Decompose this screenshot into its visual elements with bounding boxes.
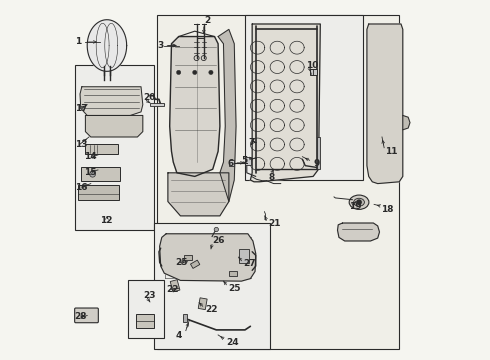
Text: 15: 15 xyxy=(84,168,97,177)
Circle shape xyxy=(176,70,181,75)
Bar xyxy=(191,260,200,269)
Circle shape xyxy=(214,227,219,231)
Text: 7: 7 xyxy=(248,138,255,147)
Text: 14: 14 xyxy=(84,152,97,161)
Bar xyxy=(183,315,187,321)
Text: 22: 22 xyxy=(205,305,218,314)
Bar xyxy=(150,103,164,107)
Text: 4: 4 xyxy=(175,332,181,341)
Polygon shape xyxy=(250,24,320,182)
Bar xyxy=(245,157,251,165)
Bar xyxy=(74,65,153,230)
Bar xyxy=(170,280,180,292)
Bar xyxy=(310,69,318,75)
Text: 27: 27 xyxy=(243,259,256,268)
FancyBboxPatch shape xyxy=(74,308,98,323)
Polygon shape xyxy=(338,223,379,241)
Text: 2: 2 xyxy=(204,16,210,25)
Text: 18: 18 xyxy=(381,205,394,214)
Text: 6: 6 xyxy=(227,159,233,168)
Polygon shape xyxy=(367,24,403,184)
Polygon shape xyxy=(403,116,410,130)
Bar xyxy=(184,255,192,260)
Polygon shape xyxy=(170,37,220,176)
Text: 9: 9 xyxy=(313,159,319,168)
Text: 1: 1 xyxy=(74,37,81,46)
Bar xyxy=(157,15,399,348)
Text: 19: 19 xyxy=(349,202,362,211)
Bar xyxy=(229,271,237,276)
Bar xyxy=(136,314,153,328)
Circle shape xyxy=(356,199,362,205)
Bar xyxy=(245,15,364,180)
Bar xyxy=(153,223,270,348)
Bar xyxy=(78,185,120,200)
Text: 25: 25 xyxy=(175,258,188,267)
Circle shape xyxy=(193,70,197,75)
Text: 10: 10 xyxy=(306,61,318,70)
Bar xyxy=(198,298,207,310)
Bar xyxy=(229,160,234,166)
Text: 13: 13 xyxy=(74,140,87,149)
Text: 24: 24 xyxy=(226,338,239,347)
Bar xyxy=(81,167,120,181)
Text: 20: 20 xyxy=(143,93,155,102)
Text: 12: 12 xyxy=(100,216,112,225)
Polygon shape xyxy=(160,234,256,281)
Text: 16: 16 xyxy=(74,183,87,192)
Text: 11: 11 xyxy=(385,147,397,156)
Bar xyxy=(85,144,118,154)
Text: 23: 23 xyxy=(143,291,155,300)
Circle shape xyxy=(90,171,96,177)
Text: 21: 21 xyxy=(269,219,281,228)
Text: 25: 25 xyxy=(228,284,240,293)
Polygon shape xyxy=(87,20,126,71)
Circle shape xyxy=(209,70,213,75)
Text: 5: 5 xyxy=(242,156,247,165)
Polygon shape xyxy=(168,173,229,216)
Bar xyxy=(239,249,249,263)
Bar xyxy=(128,280,164,338)
Text: 17: 17 xyxy=(74,104,87,113)
Text: 22: 22 xyxy=(166,285,179,294)
Text: 28: 28 xyxy=(74,312,87,321)
Text: 8: 8 xyxy=(269,173,274,182)
Polygon shape xyxy=(85,116,143,137)
Bar xyxy=(317,137,320,169)
Text: 26: 26 xyxy=(212,237,224,246)
Text: 3: 3 xyxy=(157,41,163,50)
Ellipse shape xyxy=(349,195,369,210)
Polygon shape xyxy=(218,30,236,202)
Ellipse shape xyxy=(354,198,365,206)
Polygon shape xyxy=(80,87,143,116)
